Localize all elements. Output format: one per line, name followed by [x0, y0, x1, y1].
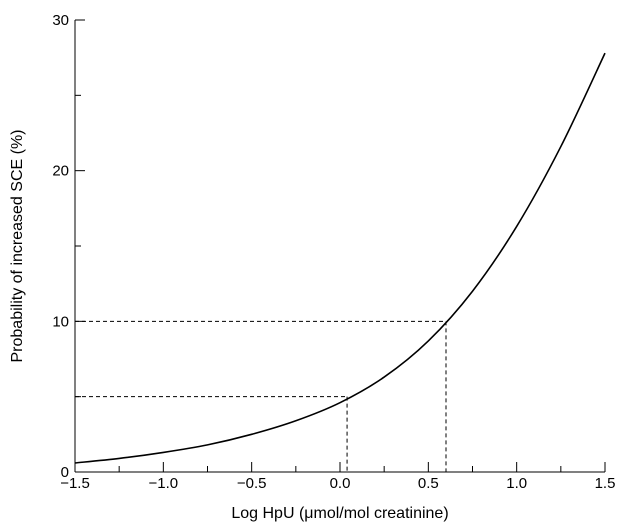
y-ticks: 0 10 20 30 — [52, 12, 85, 481]
x-ticks: −1.5 −1.0 −0.5 0.0 0.5 1.0 1.5 — [60, 462, 615, 492]
y-tick-label: 30 — [52, 12, 69, 29]
x-tick-label: 0.0 — [330, 475, 351, 492]
y-axis-label: Probability of increased SCE (%) — [9, 130, 26, 363]
x-tick-label: 1.0 — [506, 475, 527, 492]
x-axis-label: Log HpU (μmol/mol creatinine) — [231, 505, 448, 522]
y-tick-label: 10 — [52, 313, 69, 330]
x-tick-label: −1.0 — [149, 475, 179, 492]
x-tick-label: −0.5 — [237, 475, 267, 492]
y-tick-label: 20 — [52, 163, 69, 180]
x-tick-label: 0.5 — [418, 475, 439, 492]
reference-lines — [75, 320, 447, 472]
x-tick-label: −1.5 — [60, 475, 90, 492]
series-line — [74, 52, 606, 464]
y-tick-label: 0 — [61, 464, 69, 481]
x-tick-label: 1.5 — [595, 475, 616, 492]
